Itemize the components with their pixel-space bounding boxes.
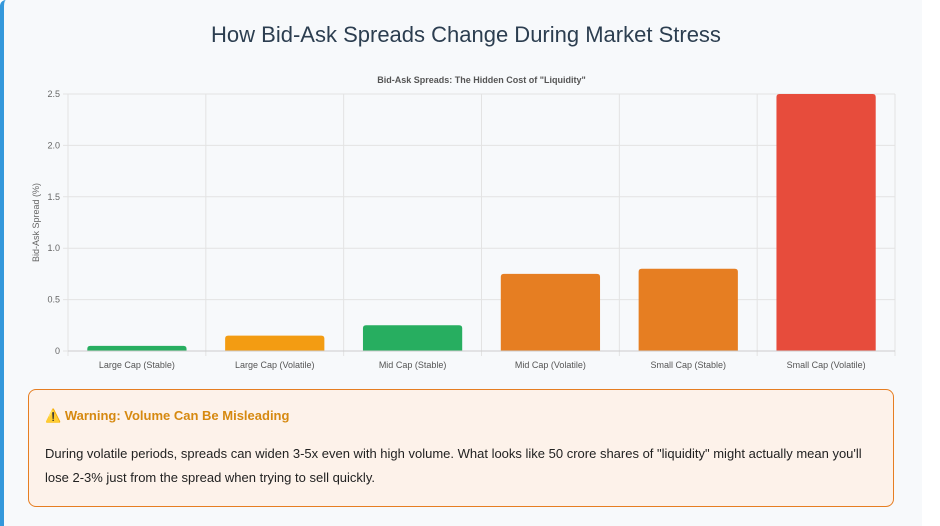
bar: [638, 268, 738, 351]
bar: [500, 273, 601, 351]
y-tick-label: 0.5: [47, 295, 60, 305]
warning-box: ⚠️ Warning: Volume Can Be Misleading Dur…: [28, 389, 894, 507]
warning-body: During volatile periods, spreads can wid…: [45, 446, 862, 485]
x-tick-label: Large Cap (Volatile): [235, 360, 315, 370]
page-title: How Bid-Ask Spreads Change During Market…: [211, 22, 721, 47]
bar: [362, 325, 463, 351]
bar: [225, 335, 325, 351]
x-tick-label: Mid Cap (Stable): [379, 360, 447, 370]
bar: [87, 345, 187, 351]
bar-chart: Bid-Ask Spreads: The Hidden Cost of "Liq…: [31, 75, 896, 370]
y-tick-label: 0: [55, 346, 60, 356]
chart-title: Bid-Ask Spreads: The Hidden Cost of "Liq…: [377, 75, 586, 85]
x-tick-label: Mid Cap (Volatile): [515, 360, 586, 370]
y-tick-label: 1.5: [47, 192, 60, 202]
warning-title: Warning: Volume Can Be Misleading: [64, 408, 290, 423]
warning-icon: ⚠️: [45, 408, 62, 423]
bar: [776, 94, 876, 351]
x-tick-label: Small Cap (Volatile): [787, 360, 866, 370]
x-tick-label: Large Cap (Stable): [99, 360, 175, 370]
y-tick-label: 2.0: [47, 140, 60, 150]
x-tick-label: Small Cap (Stable): [650, 360, 726, 370]
y-tick-label: 2.5: [47, 89, 60, 99]
y-axis-label: Bid-Ask Spread (%): [31, 183, 41, 262]
y-tick-label: 1.0: [47, 243, 60, 253]
